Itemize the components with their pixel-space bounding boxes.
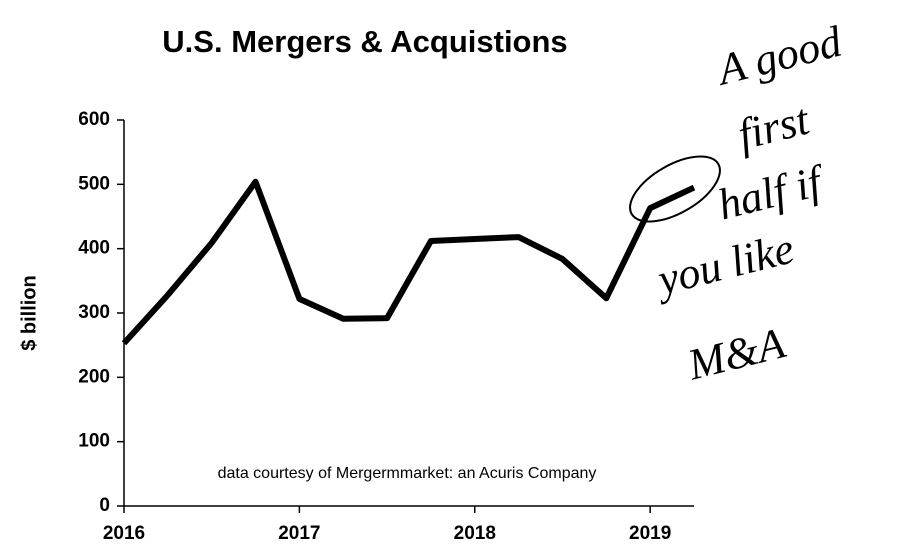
chart-title: U.S. Mergers & Acquistions	[162, 24, 567, 59]
annotation-line: first	[733, 94, 815, 159]
y-tick-label: 100	[78, 431, 110, 452]
y-tick-label: 300	[78, 302, 110, 323]
y-tick-label: 500	[78, 173, 110, 194]
y-axis-label: $ billion	[18, 275, 40, 351]
source-note: data courtesy of Mergermmarket: an Acuri…	[218, 465, 597, 482]
line	[121, 178, 696, 346]
x-tick-label: 2016	[103, 523, 145, 544]
y-tick-label: 0	[99, 495, 110, 516]
annotation-line: half if	[713, 155, 831, 229]
y-tick-label: 200	[78, 366, 110, 387]
x-tick-label: 2017	[278, 523, 320, 544]
annotation-line: you like	[649, 224, 799, 306]
x-tick-label: 2018	[454, 523, 496, 544]
x-tick-label: 2019	[629, 523, 671, 544]
annotation-line: A good	[710, 16, 847, 95]
annotation-line: M&A	[682, 318, 791, 390]
annotation-circle	[629, 155, 721, 223]
y-tick-label: 600	[78, 109, 110, 130]
y-tick-label: 400	[78, 238, 110, 259]
